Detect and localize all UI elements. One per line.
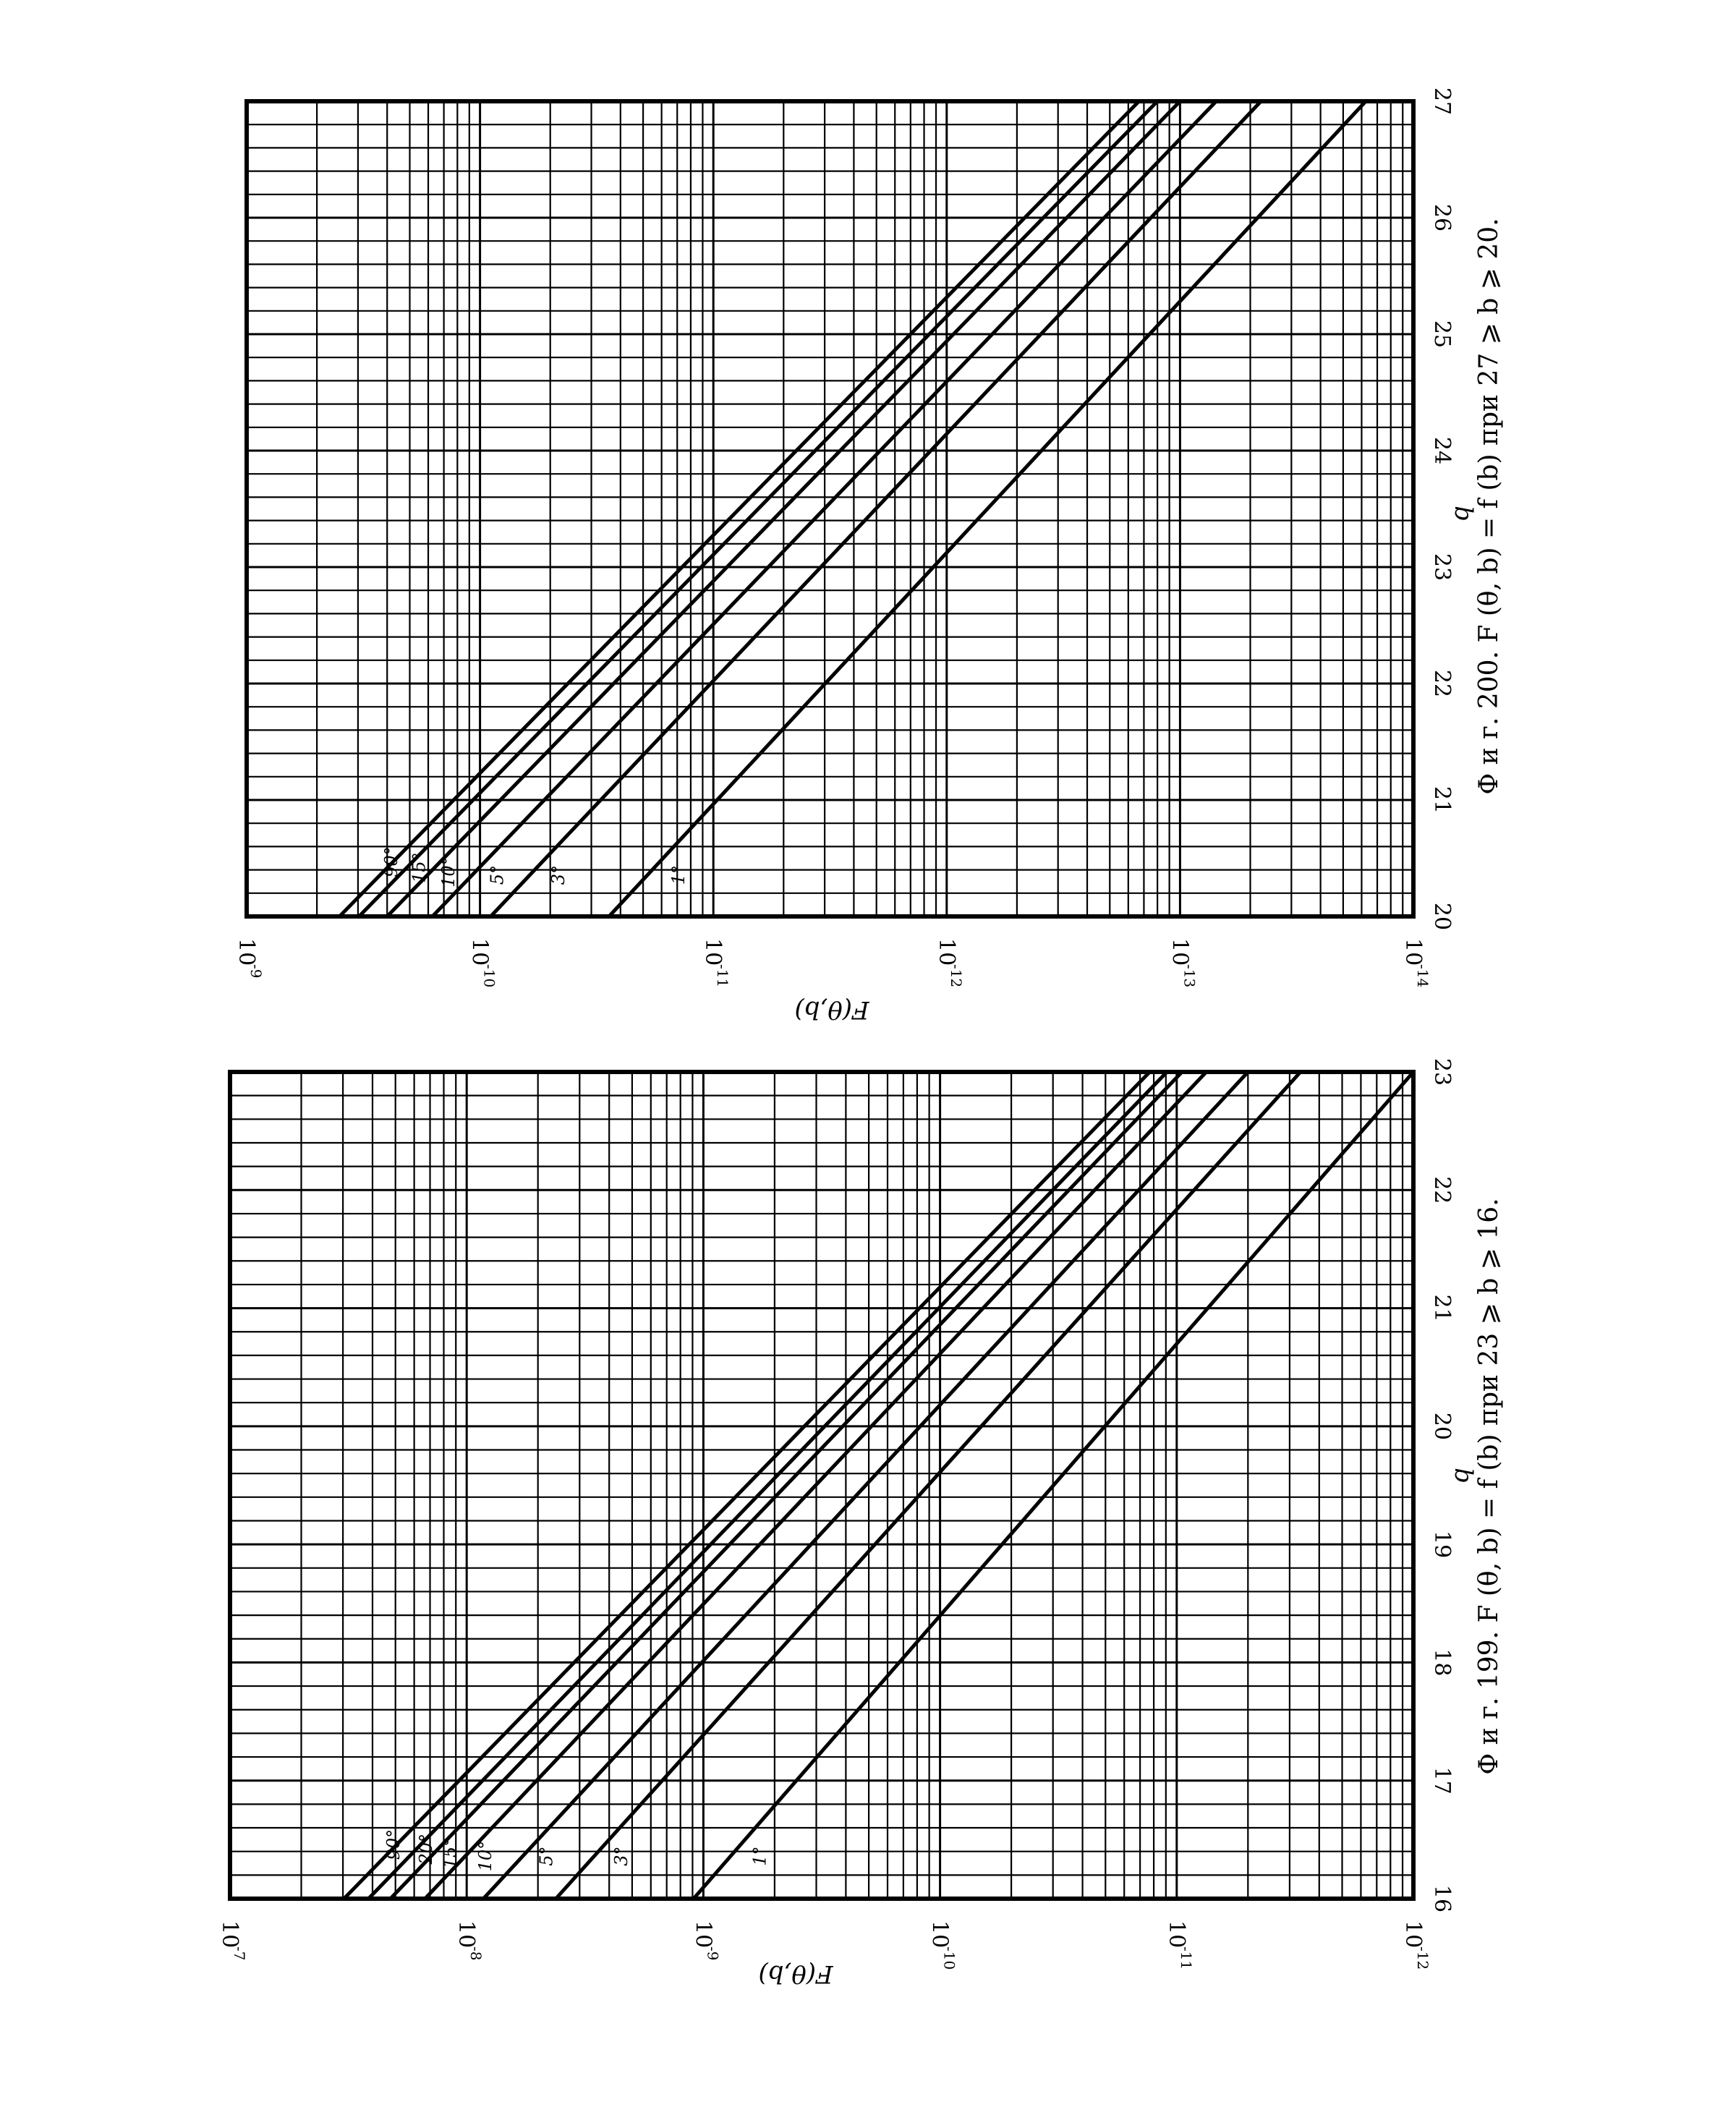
y-tick-label: 10-14 [1400,938,1431,987]
y-tick-base: 10 [700,938,726,966]
y-tick-label: 10-12 [934,938,965,987]
x-tick-label: 22 [1429,670,1455,697]
y-tick-base: 10 [927,1920,953,1948]
series-label: 90° [383,1829,404,1860]
figure-caption: Ф и г. 199. F (θ, b) = f (b) при 23 ⩾ b … [1474,1198,1504,1774]
y-tick-base: 10 [217,1920,242,1948]
series-line [554,1070,1302,1900]
series-label: 5° [536,1846,556,1865]
y-tick-label: 10-11 [1164,1920,1195,1970]
series-line [342,1070,1152,1900]
x-axis-label: b [1449,506,1478,522]
x-tick-label: 17 [1429,1767,1455,1795]
y-tick-base: 10 [934,938,959,966]
series-line [388,1070,1183,1900]
y-tick-exponent: -12 [948,964,965,987]
x-tick-label: 24 [1429,437,1455,464]
series-line [367,1070,1169,1900]
series-label: 10° [438,856,459,888]
x-tick-label: 16 [1429,1885,1455,1912]
x-axis-label: b [1449,1468,1478,1484]
series-line [386,100,1182,918]
y-tick-exponent: -10 [941,1946,958,1970]
y-tick-exponent: -10 [481,964,498,987]
y-tick-base: 10 [234,938,259,966]
y-tick-base: 10 [1400,1920,1426,1948]
y-tick-base: 10 [1167,938,1192,966]
x-tick-label: 23 [1429,553,1455,581]
y-axis-label: F(θ,b) [794,995,869,1024]
series-label: 5° [487,865,507,885]
y-tick-exponent: -11 [714,964,731,987]
y-tick-label: 10-10 [927,1920,958,1970]
series-line [608,100,1367,918]
y-tick-label: 10-9 [690,1920,721,1960]
y-tick-label: 10-7 [217,1920,248,1960]
x-tick-label: 27 [1429,88,1455,115]
x-tick-label: 21 [1429,1294,1455,1321]
x-tick-label: 25 [1429,320,1455,348]
x-tick-label: 20 [1429,1413,1455,1440]
y-tick-exponent: -12 [1414,1946,1431,1970]
y-tick-exponent: -11 [1178,1946,1195,1970]
series-line [489,100,1263,918]
y-tick-base: 10 [454,1920,479,1948]
series-label: 1° [749,1846,770,1865]
y-axis-label: F(θ,b) [758,1959,833,1988]
plot-frame [228,1070,1416,1901]
y-tick-exponent: -9 [247,964,265,978]
y-tick-label: 10-11 [700,938,731,987]
series-line [338,100,1141,918]
chart-fig-200: 202122232425262710-910-1010-1110-1210-13… [234,88,1504,1024]
y-tick-exponent: -14 [1414,964,1431,987]
y-tick-base: 10 [467,938,493,966]
series-label: 1° [668,865,689,885]
y-tick-label: 10-10 [467,938,498,987]
y-tick-exponent: -8 [467,1946,485,1960]
y-tick-base: 10 [1164,1920,1189,1948]
x-tick-label: 18 [1429,1648,1455,1676]
figure-caption: Ф и г. 200. F (θ, b) = f (b) при 27 ⩾ b … [1474,218,1504,794]
x-tick-label: 23 [1429,1058,1455,1086]
x-tick-label: 19 [1429,1531,1455,1558]
y-tick-base: 10 [690,1920,715,1948]
y-tick-exponent: -13 [1180,964,1198,987]
x-tick-label: 20 [1429,903,1455,930]
series-label: 10° [475,1841,495,1872]
series-line [357,100,1159,918]
series-label: 90° [381,846,401,877]
series-line [482,1070,1250,1900]
y-tick-base: 10 [1400,938,1426,966]
series-line [692,1070,1415,1900]
y-tick-label: 10-9 [234,938,265,978]
y-tick-exponent: -9 [704,1946,721,1960]
x-tick-label: 26 [1429,204,1455,231]
series-line [423,1070,1208,1900]
y-tick-label: 10-8 [454,1920,485,1960]
chart-fig-199: 161718192021222310-710-810-910-1010-1110… [217,1058,1504,1988]
series-line [430,100,1218,918]
plot-frame [244,99,1416,919]
y-tick-label: 10-13 [1167,938,1198,987]
series-label: 3° [611,1846,631,1865]
y-tick-label: 10-12 [1400,1920,1431,1970]
x-tick-label: 21 [1429,786,1455,814]
x-tick-label: 22 [1429,1176,1455,1204]
y-tick-exponent: -7 [231,1946,248,1960]
series-label: 3° [548,865,569,885]
